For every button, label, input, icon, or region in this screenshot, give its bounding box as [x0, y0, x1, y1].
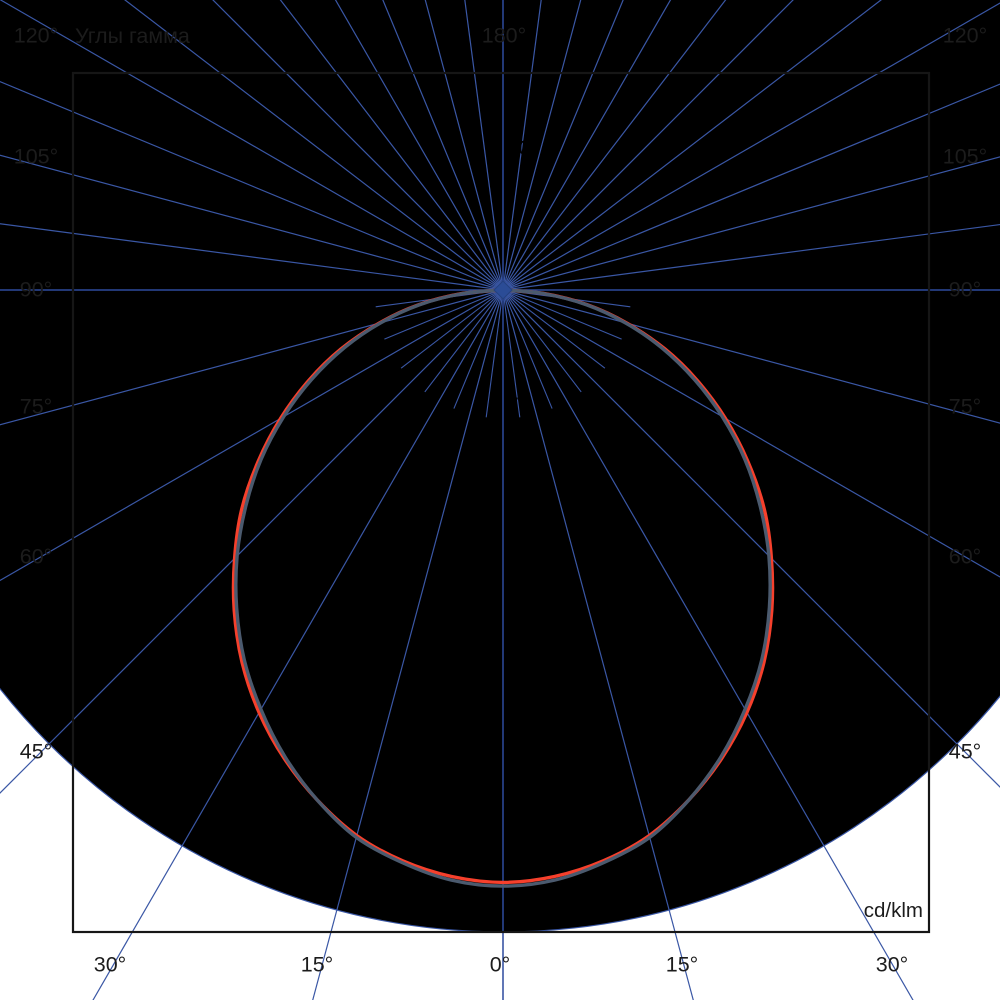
radial-172.5-l [464, 0, 504, 291]
angle-label-left-75°: 75° [20, 395, 53, 419]
radial-60-r [502, 289, 1000, 578]
radial-135-r [502, 0, 794, 291]
radial-45-l [0, 289, 504, 794]
radial-165-r [502, 0, 582, 291]
radial-22.5-r [502, 289, 553, 409]
radial-15-r [502, 289, 694, 1000]
radial-22.5-l [453, 289, 504, 409]
plot-frame [71, 71, 931, 934]
chart-title: Углы гамма [75, 24, 190, 48]
radial-75-l [0, 289, 504, 426]
radial-112.5-r [502, 83, 1000, 291]
curve-C0-C180 [231, 288, 775, 885]
angle-label-right-120°: 120° [943, 24, 987, 48]
radial-7.5-l [485, 289, 504, 418]
radial-142.5-l [279, 0, 504, 291]
radial-142.5-r [502, 0, 727, 291]
angle-label-bottom-0: 30° [94, 953, 127, 977]
chart-corner-labels: Углы гамма cd/klm [75, 24, 923, 922]
radial-127.5-l [124, 0, 504, 291]
angle-label-bottom-4: 30° [876, 953, 909, 977]
radial-30-l [92, 289, 504, 1000]
radial-67.5-r [502, 289, 622, 340]
radial-37.5-r [502, 289, 582, 393]
radial-97.5-r [502, 223, 1000, 291]
radial-127.5-r [502, 0, 882, 291]
radial-7.5-r [502, 289, 521, 418]
unit-label: cd/klm [864, 899, 923, 922]
radial-165-l [424, 0, 504, 291]
radial-45-r [502, 289, 1000, 788]
angle-label-bottom-1: 15° [301, 953, 334, 977]
radial-105-l [0, 154, 504, 291]
angle-label-left-45°: 45° [20, 740, 53, 764]
radial-172.5-r [502, 0, 542, 291]
angle-label-right-105°: 105° [943, 145, 987, 169]
ring-350 [0, 0, 1000, 933]
radial-135-l [212, 0, 504, 291]
ring-label-280: 280 [507, 779, 542, 802]
radial-112.5-l [0, 80, 504, 291]
angle-label-right-90°: 90° [949, 278, 982, 302]
angle-label-left-105°: 105° [14, 145, 58, 169]
radial-150-r [502, 0, 672, 291]
radial-120-l [0, 0, 504, 291]
radial-60-l [0, 289, 504, 582]
angle-label-right-60°: 60° [949, 545, 982, 569]
radial-105-r [502, 156, 1000, 291]
radial-120-r [502, 2, 1000, 291]
axis-labels: 120° 105° 90° 75° 60° 45° 120° 105° 90° 75° 60° 45°… [14, 24, 987, 977]
angle-label-right-45°: 45° [949, 740, 982, 764]
radial-37.5-l [424, 289, 504, 393]
radial-67.5-l [384, 289, 504, 340]
angle-label-left-120°: 120° [14, 24, 58, 48]
center-marker [493, 280, 513, 300]
angle-label-left-60°: 60° [20, 545, 53, 569]
ring-label-210: 210 [507, 651, 542, 674]
angle-label-bottom-2: 0° [490, 953, 511, 977]
angle-label-right-75°: 75° [949, 395, 982, 419]
angle-label-bottom-3: 15° [666, 953, 699, 977]
angle-label-top: 180° [482, 24, 526, 48]
radial-157.5-r [502, 0, 624, 291]
ring-label-upper-70: 70 [507, 137, 530, 160]
radial-75-r [502, 289, 1000, 424]
curve-C90-C270 [234, 288, 772, 888]
ring-label-350: 350 [507, 907, 542, 930]
radial-52.5-r [502, 289, 606, 369]
radial-52.5-l [400, 289, 504, 369]
radial-150-l [334, 0, 504, 291]
radial-97.5-l [0, 223, 504, 291]
ring-label-70: 70 [507, 394, 530, 417]
radial-157.5-l [382, 0, 504, 291]
radial-15-l [312, 289, 504, 1000]
ring-label-140: 140 [507, 522, 542, 545]
angle-label-left-90°: 90° [20, 278, 53, 302]
radial-30-r [502, 289, 914, 1000]
